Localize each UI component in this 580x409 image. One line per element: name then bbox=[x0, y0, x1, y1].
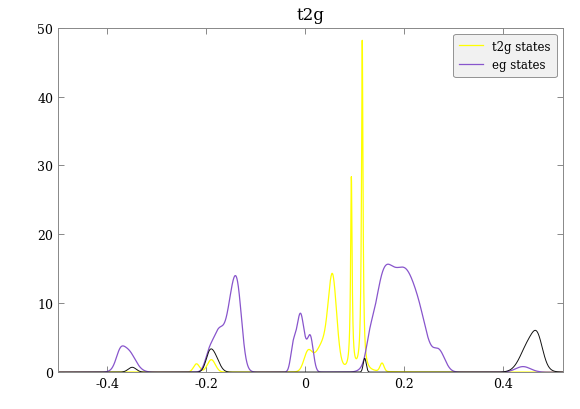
t2g states bbox=[359, 39, 366, 44]
eg states bbox=[30, 370, 37, 375]
t2g states bbox=[462, 370, 469, 375]
Title: t2g: t2g bbox=[296, 7, 324, 24]
t2g states bbox=[574, 370, 580, 375]
eg states bbox=[574, 370, 580, 375]
Line: eg states: eg states bbox=[33, 265, 578, 372]
t2g states bbox=[57, 370, 64, 375]
t2g states bbox=[227, 370, 234, 375]
t2g states bbox=[376, 366, 383, 371]
eg states bbox=[462, 370, 469, 375]
Legend: t2g states, eg states: t2g states, eg states bbox=[454, 34, 557, 78]
eg states bbox=[375, 284, 382, 289]
eg states bbox=[227, 293, 234, 298]
t2g states bbox=[30, 370, 37, 375]
t2g states bbox=[433, 370, 440, 375]
Line: t2g states: t2g states bbox=[33, 41, 578, 372]
eg states bbox=[352, 369, 359, 374]
eg states bbox=[57, 370, 64, 375]
eg states bbox=[385, 262, 392, 267]
t2g states bbox=[352, 355, 359, 360]
eg states bbox=[433, 346, 440, 351]
